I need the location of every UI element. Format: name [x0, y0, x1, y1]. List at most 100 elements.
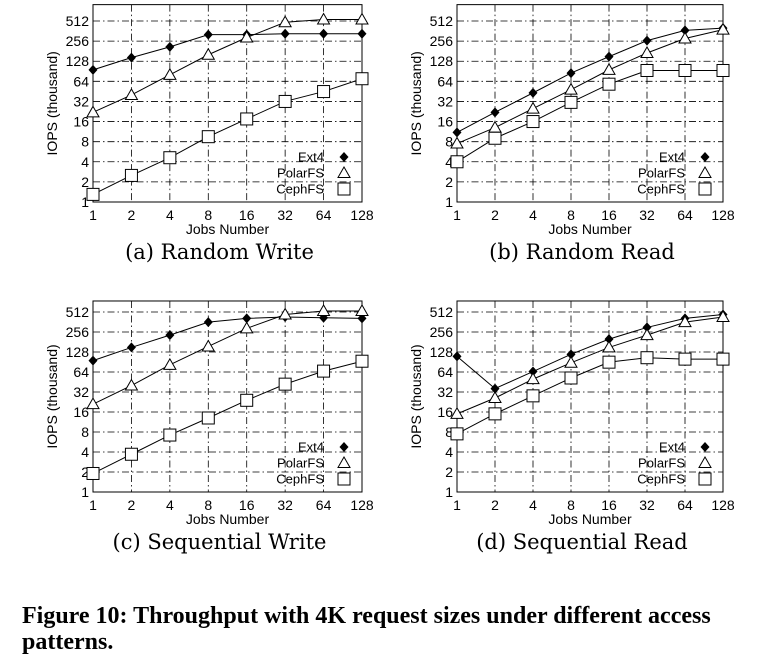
square-marker	[564, 95, 578, 109]
square-marker	[240, 393, 254, 407]
square-marker	[526, 115, 540, 129]
legend-label: PolarFS	[638, 456, 685, 471]
diamond-marker	[339, 442, 349, 452]
square-marker	[488, 131, 502, 145]
square-marker	[278, 377, 292, 391]
series-line	[92, 316, 363, 362]
series-line	[92, 310, 362, 405]
y-tick-label: 256	[430, 324, 454, 340]
series-cephfs	[86, 72, 369, 201]
triangle-marker	[602, 62, 616, 75]
square-marker	[278, 94, 292, 108]
x-tick-label: 4	[529, 497, 537, 513]
triangle-marker	[450, 406, 464, 419]
subplot-title: (c) Sequential Write	[113, 530, 327, 554]
legend-label: CephFS	[276, 472, 324, 487]
y-tick-label: 16	[73, 404, 89, 420]
triangle-marker	[450, 136, 464, 149]
square-marker	[240, 112, 254, 126]
triangle-marker	[355, 303, 369, 317]
x-tick-label: 128	[350, 497, 374, 513]
y-tick-label: 2	[445, 464, 453, 480]
diamond-marker	[319, 28, 329, 39]
diamond-marker	[528, 366, 538, 377]
diamond-marker	[88, 355, 98, 366]
square-marker	[201, 411, 215, 425]
figure-caption: Figure 10: Throughput with 4K request si…	[22, 603, 711, 655]
diamond-marker	[700, 152, 710, 162]
x-axis-label: Jobs Number	[186, 221, 270, 237]
x-tick-label: 32	[639, 497, 655, 513]
y-tick-label: 512	[66, 304, 90, 320]
x-tick-label: 8	[567, 497, 575, 513]
triangle-marker	[640, 328, 654, 341]
x-tick-label: 8	[204, 497, 212, 513]
legend-label: Ext4	[659, 150, 685, 165]
series-polarfs	[86, 12, 369, 118]
y-tick-label: 16	[437, 114, 453, 130]
x-tick-label: 16	[601, 497, 617, 513]
y-tick-label: 64	[437, 73, 453, 89]
triangle-marker	[716, 22, 730, 35]
y-tick-label: 64	[73, 364, 89, 380]
plot-frame	[92, 300, 363, 493]
triangle-marker	[162, 357, 177, 370]
y-axis-label: IOPS (thousand)	[44, 344, 60, 448]
diamond-marker	[604, 334, 614, 345]
x-tick-label: 16	[239, 497, 255, 513]
diamond-marker	[452, 127, 462, 138]
diamond-marker	[642, 322, 652, 333]
triangle-marker	[337, 165, 351, 178]
series-line	[92, 18, 362, 113]
triangle-marker	[640, 45, 654, 58]
y-tick-label: 128	[66, 344, 90, 360]
x-tick-label: 4	[529, 207, 537, 223]
y-tick-label: 512	[430, 13, 454, 29]
series-polarfs	[450, 22, 730, 149]
square-marker	[488, 407, 502, 421]
series-line	[456, 29, 724, 145]
diamond-marker	[357, 28, 367, 39]
series-line	[456, 27, 724, 133]
square-marker	[716, 352, 730, 366]
triangle-marker	[564, 355, 578, 368]
legend-label: PolarFS	[277, 456, 324, 471]
square-marker	[201, 130, 215, 144]
triangle-marker	[355, 12, 369, 25]
legend-label: PolarFS	[638, 166, 685, 181]
legend-label: Ext4	[298, 440, 324, 455]
square-marker	[124, 168, 138, 182]
x-tick-label: 128	[350, 207, 374, 223]
triangle-marker	[239, 30, 254, 43]
diamond-marker	[604, 51, 614, 62]
square-marker	[86, 187, 100, 201]
y-axis-label: IOPS (thousand)	[44, 51, 60, 155]
y-tick-label: 2	[445, 174, 453, 190]
triangle-marker	[124, 87, 139, 100]
triangle-marker	[488, 390, 502, 403]
diamond-marker	[203, 29, 213, 40]
x-tick-label: 1	[453, 497, 461, 513]
y-tick-label: 16	[437, 404, 453, 420]
x-tick-label: 16	[601, 207, 617, 223]
x-tick-label: 1	[89, 207, 97, 223]
x-tick-label: 8	[567, 207, 575, 223]
y-tick-label: 8	[445, 424, 453, 440]
square-marker	[716, 63, 730, 77]
y-tick-label: 4	[445, 154, 453, 170]
triangle-marker	[124, 378, 139, 391]
square-marker	[678, 63, 692, 77]
x-tick-label: 2	[491, 207, 499, 223]
y-tick-label: 8	[445, 134, 453, 150]
subplot-title: (b) Random Read	[489, 240, 675, 264]
triangle-marker	[564, 82, 578, 95]
diamond-marker	[566, 349, 576, 360]
y-axis-label: IOPS (thousand)	[408, 344, 424, 448]
y-tick-label: 1	[81, 194, 89, 210]
x-tick-label: 8	[204, 207, 212, 223]
y-tick-label: 32	[73, 93, 89, 109]
square-marker	[86, 466, 100, 480]
diamond-marker	[490, 383, 500, 394]
square-marker	[602, 355, 616, 369]
